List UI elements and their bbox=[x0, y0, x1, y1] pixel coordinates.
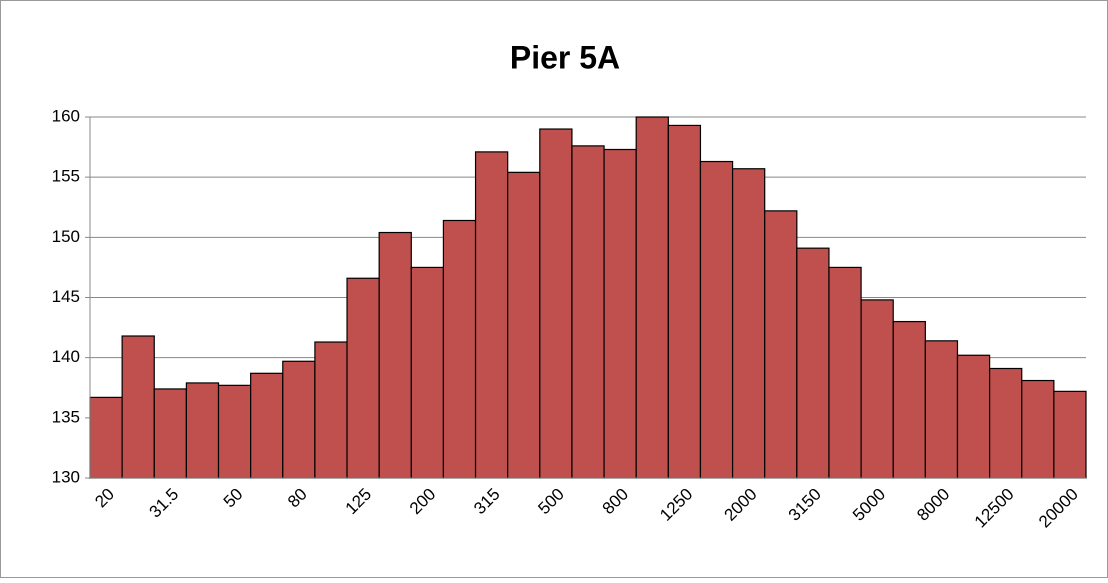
bar bbox=[89, 396, 123, 479]
bar bbox=[539, 128, 573, 479]
bar bbox=[635, 116, 669, 479]
bar bbox=[731, 168, 766, 479]
bar bbox=[924, 340, 959, 479]
y-tick-label: 140 bbox=[52, 347, 80, 366]
bar bbox=[153, 388, 187, 479]
bar bbox=[860, 299, 894, 479]
y-tick-label: 150 bbox=[52, 227, 80, 246]
y-tick-label: 145 bbox=[52, 287, 80, 306]
bar bbox=[989, 367, 1023, 479]
bar bbox=[282, 360, 316, 479]
chart-title: Pier 5A bbox=[510, 39, 620, 75]
y-tick-label: 155 bbox=[52, 167, 80, 186]
bar bbox=[185, 382, 220, 479]
bar bbox=[699, 160, 734, 479]
bar bbox=[796, 247, 830, 479]
bar bbox=[828, 266, 862, 479]
bar bbox=[346, 277, 380, 479]
bar bbox=[764, 210, 798, 479]
bar bbox=[507, 171, 541, 479]
bar bbox=[314, 341, 348, 479]
y-tick-label: 135 bbox=[52, 407, 80, 426]
bar bbox=[442, 219, 477, 479]
y-tick-label: 160 bbox=[52, 106, 80, 125]
bar bbox=[121, 335, 155, 479]
bar bbox=[378, 231, 412, 479]
bar bbox=[667, 124, 702, 479]
bar bbox=[474, 151, 509, 479]
bar bbox=[217, 384, 252, 479]
bar bbox=[1021, 379, 1055, 479]
bar bbox=[571, 145, 605, 479]
bar bbox=[250, 372, 284, 479]
bar bbox=[603, 148, 637, 479]
bar bbox=[892, 320, 926, 479]
bar bbox=[956, 354, 991, 479]
bar bbox=[410, 266, 445, 479]
bar bbox=[1053, 390, 1087, 479]
y-tick-label: 130 bbox=[52, 467, 80, 486]
